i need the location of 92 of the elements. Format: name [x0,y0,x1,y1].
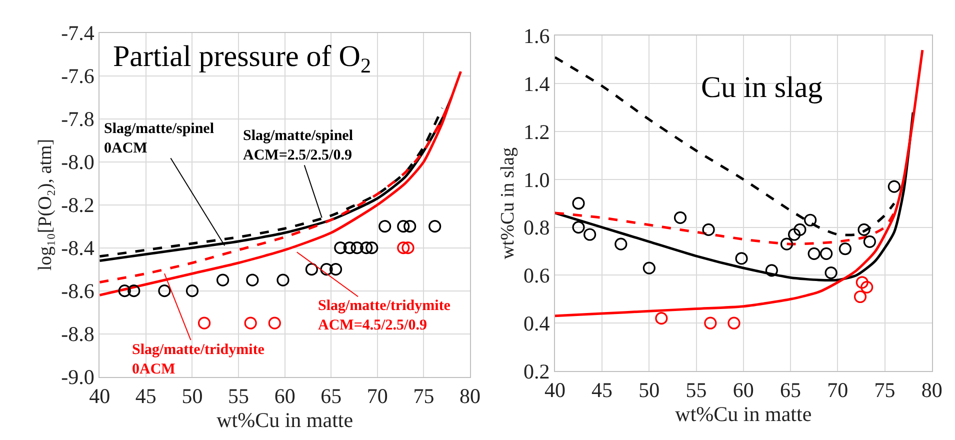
x-axis-title: wt%Cu in matte [675,402,812,426]
y-tick-label: 1.2 [523,120,550,144]
y-tick-label: -8.2 [61,193,94,218]
point [118,284,131,298]
point [794,223,806,236]
point [572,221,585,234]
point [863,235,876,248]
point [366,242,378,254]
point [128,284,140,298]
y-tick-label: 0.4 [523,311,550,336]
point [572,197,585,210]
point [854,290,867,304]
point [244,316,257,330]
point [360,242,373,254]
x-axis-title: wt%Cu in matte [216,408,354,432]
point [735,252,748,265]
point [780,238,794,250]
x-tick-label: 50 [638,378,660,402]
annotation: Slag/matte/spinel 0ACM [104,121,214,156]
point [820,247,833,260]
point [320,263,333,276]
point [838,242,852,256]
point [428,220,442,233]
point [343,242,356,254]
y-tick-label: -8.8 [61,322,94,346]
point [246,274,259,286]
x-tick-label: 55 [686,378,707,402]
point [305,263,318,276]
point [642,262,656,274]
x-tick-label: 65 [320,384,342,408]
point [702,223,715,236]
point [276,274,290,286]
x-tick-label: 70 [366,384,388,408]
point [858,223,870,236]
point [788,228,801,241]
point [860,280,874,294]
y-tick-label: 1.6 [523,24,550,48]
y-axis-title: log₁₀[P(O₂), atm] [35,138,56,271]
point [350,242,364,254]
point [329,263,342,276]
annotation: Slag/matte/tridymite ACM=4.5/2.5/0.9 [318,298,451,334]
point [216,274,230,286]
x-tick-label: 60 [274,384,296,408]
point [765,264,778,277]
y-tick-label: 1.4 [523,72,550,96]
y-tick-label: -8.6 [61,279,94,304]
y-tick-label: 1.0 [523,168,550,192]
point [584,228,596,241]
y-tick-label: -7.4 [61,21,95,46]
point [704,316,717,330]
x-tick-label: 50 [182,384,203,408]
y-tick-label: -8.0 [61,150,94,174]
point [804,214,817,226]
x-tick-label: 55 [228,384,250,408]
point [674,211,687,224]
line-series [554,56,896,236]
point [808,247,820,260]
x-tick-label: 80 [460,384,481,408]
text: Cu in slag [701,71,823,104]
point [378,220,392,233]
x-tick-label: 70 [827,378,848,402]
y-tick-label: -7.6 [61,64,94,88]
point [334,242,347,254]
chart-title: Partial pressure of O$_{2}$ [113,40,371,78]
point [198,316,211,330]
x-tick-label: 75 [874,378,896,402]
point [397,242,410,254]
point [824,266,838,280]
x-tick-label: 45 [592,378,613,402]
point [158,284,171,298]
point [728,316,740,330]
point [268,316,281,330]
x-tick-label: 80 [921,378,942,402]
point [856,276,868,289]
x-tick-label: 65 [780,378,802,402]
annotation: Slag/matte/spinel ACM=2.5/2.5/0.9 [243,128,354,164]
y-axis-title: wt%Cu in slag [497,146,518,260]
point [404,220,416,233]
point [655,312,668,325]
y-tick-label: -7.8 [61,107,94,132]
point [397,220,410,233]
x-tick-label: 60 [732,378,754,402]
point [186,284,199,298]
x-tick-label: 75 [413,384,434,408]
x-tick-label: 45 [135,384,156,408]
annotation: Slag/matte/tridymite 0ACM [132,342,265,378]
point [614,238,628,250]
y-tick-label: -8.4 [61,236,95,260]
y-tick-label: 0.6 [523,264,550,288]
point [888,180,900,193]
y-tick-label: 0.8 [523,216,550,240]
point [402,242,414,254]
